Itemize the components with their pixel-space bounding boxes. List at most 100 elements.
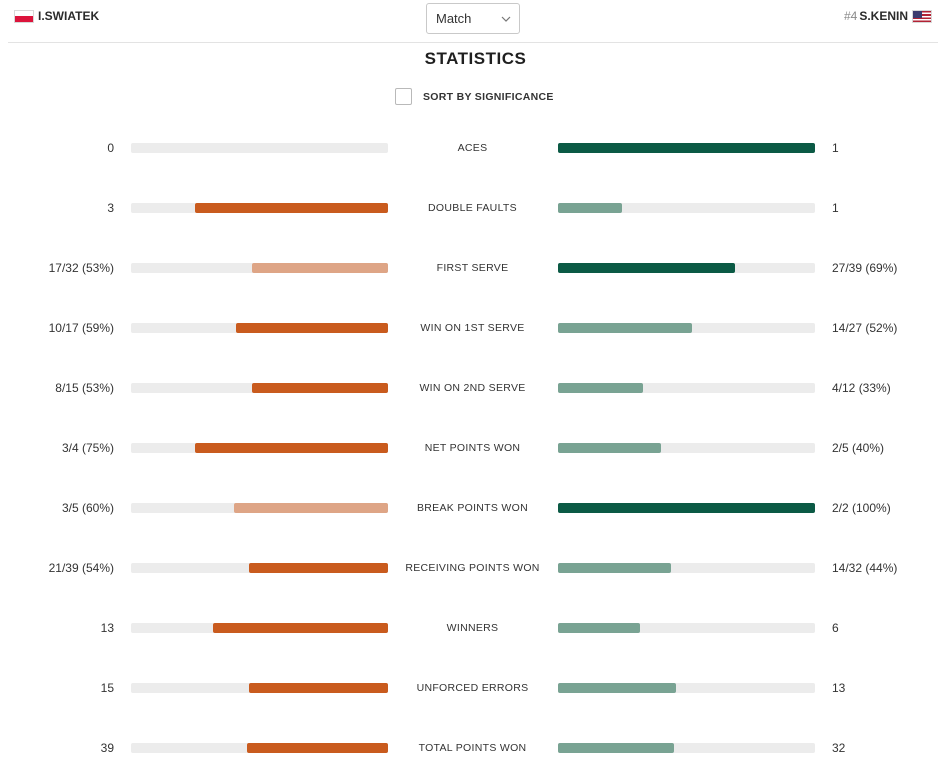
stat-right-bar xyxy=(558,263,815,273)
stat-right-bar xyxy=(558,323,815,333)
stat-row: 15 UNFORCED ERRORS 13 xyxy=(0,678,951,700)
stat-right-bar xyxy=(558,563,815,573)
stat-right-fill xyxy=(558,563,672,573)
stat-right-value: 32 xyxy=(832,741,846,755)
stat-right-value: 1 xyxy=(832,141,839,155)
stat-label: WIN ON 1ST SERVE xyxy=(420,322,525,334)
stat-left-value: 8/15 (53%) xyxy=(55,381,114,395)
stat-left-fill xyxy=(249,563,388,573)
sort-checkbox[interactable] xyxy=(395,88,412,105)
match-header: I.SWIATEK #4 S.KENIN xyxy=(8,0,938,43)
stat-row: 8/15 (53%) WIN ON 2ND SERVE 4/12 (33%) xyxy=(0,378,951,400)
stat-row: 3/5 (60%) BREAK POINTS WON 2/2 (100%) xyxy=(0,498,951,520)
stat-left-value: 39 xyxy=(100,741,114,755)
right-player[interactable]: #4 S.KENIN xyxy=(844,9,932,23)
stat-right-bar xyxy=(558,623,815,633)
poland-flag-icon xyxy=(14,9,34,23)
period-select[interactable]: Match xyxy=(426,3,520,34)
stat-left-bar xyxy=(131,623,388,633)
stat-left-fill xyxy=(195,443,388,453)
stat-row: 39 TOTAL POINTS WON 32 xyxy=(0,738,951,760)
stat-row: 0 ACES 1 xyxy=(0,138,951,160)
stat-left-fill xyxy=(249,683,388,693)
stat-left-value: 3 xyxy=(107,201,114,215)
stat-right-fill xyxy=(558,323,692,333)
stat-right-fill xyxy=(558,743,674,753)
stat-left-bar xyxy=(131,443,388,453)
stat-right-fill xyxy=(558,203,623,213)
stat-right-value: 27/39 (69%) xyxy=(832,261,898,275)
stat-left-bar xyxy=(131,743,388,753)
stat-right-bar xyxy=(558,503,815,513)
stat-left-value: 17/32 (53%) xyxy=(48,261,114,275)
usa-flag-icon xyxy=(912,9,932,23)
stat-left-bar xyxy=(131,383,388,393)
stat-right-fill xyxy=(558,623,641,633)
stat-row: 17/32 (53%) FIRST SERVE 27/39 (69%) xyxy=(0,258,951,280)
stat-row: 10/17 (59%) WIN ON 1ST SERVE 14/27 (52%) xyxy=(0,318,951,340)
stat-left-bar xyxy=(131,683,388,693)
stat-right-fill xyxy=(558,383,643,393)
stat-label: ACES xyxy=(457,142,488,154)
stat-left-value: 3/5 (60%) xyxy=(61,501,114,515)
stat-label: DOUBLE FAULTS xyxy=(428,202,517,214)
stat-left-bar xyxy=(131,203,388,213)
left-player[interactable]: I.SWIATEK xyxy=(14,9,99,23)
stat-left-value: 13 xyxy=(100,621,114,635)
stat-left-bar xyxy=(131,323,388,333)
stat-label: TOTAL POINTS WON xyxy=(418,742,527,754)
chevron-down-icon xyxy=(501,16,511,22)
stat-right-value: 6 xyxy=(832,621,839,635)
sort-label: SORT BY SIGNIFICANCE xyxy=(423,90,554,103)
stat-left-fill xyxy=(251,383,388,393)
stat-label: WINNERS xyxy=(446,622,499,634)
stat-right-fill xyxy=(558,503,815,513)
stat-left-value: 10/17 (59%) xyxy=(48,321,114,335)
stat-right-fill xyxy=(558,263,736,273)
stat-right-value: 13 xyxy=(832,681,846,695)
stat-right-fill xyxy=(558,443,661,453)
stat-right-bar xyxy=(558,443,815,453)
page-title: STATISTICS xyxy=(424,49,527,68)
stat-right-bar xyxy=(558,143,815,153)
stat-right-value: 14/32 (44%) xyxy=(832,561,898,575)
stat-row: 3 DOUBLE FAULTS 1 xyxy=(0,198,951,220)
stat-left-fill xyxy=(251,263,388,273)
stat-label: FIRST SERVE xyxy=(436,262,509,274)
right-player-name: S.KENIN xyxy=(859,9,908,23)
stat-row: 13 WINNERS 6 xyxy=(0,618,951,640)
stat-right-value: 2/5 (40%) xyxy=(832,441,885,455)
stat-left-fill xyxy=(246,743,388,753)
stat-label: RECEIVING POINTS WON xyxy=(405,562,540,574)
stat-left-fill xyxy=(195,203,388,213)
stat-left-bar xyxy=(131,563,388,573)
stat-right-fill xyxy=(558,143,815,153)
sort-by-significance-toggle[interactable]: SORT BY SIGNIFICANCE xyxy=(395,88,554,105)
stat-label: BREAK POINTS WON xyxy=(417,502,528,514)
stat-right-value: 14/27 (52%) xyxy=(832,321,898,335)
period-select-value: Match xyxy=(436,11,472,26)
stat-left-bar xyxy=(131,143,388,153)
stat-right-bar xyxy=(558,683,815,693)
stat-left-value: 3/4 (75%) xyxy=(61,441,114,455)
stat-right-bar xyxy=(558,743,815,753)
right-player-seed: #4 xyxy=(843,9,858,23)
stat-right-fill xyxy=(558,683,677,693)
stat-label: UNFORCED ERRORS xyxy=(416,682,529,694)
stat-left-fill xyxy=(236,323,388,333)
stat-right-value: 1 xyxy=(832,201,839,215)
stat-left-value: 15 xyxy=(100,681,114,695)
stat-right-bar xyxy=(558,383,815,393)
stat-left-fill xyxy=(233,503,388,513)
left-player-name: I.SWIATEK xyxy=(38,9,100,23)
stat-label: NET POINTS WON xyxy=(424,442,521,454)
stat-right-bar xyxy=(558,203,815,213)
stat-right-value: 2/2 (100%) xyxy=(832,501,891,515)
stat-left-value: 0 xyxy=(107,141,114,155)
stat-left-fill xyxy=(213,623,388,633)
stat-row: 3/4 (75%) NET POINTS WON 2/5 (40%) xyxy=(0,438,951,460)
stat-left-bar xyxy=(131,263,388,273)
stat-left-value: 21/39 (54%) xyxy=(48,561,114,575)
stat-row: 21/39 (54%) RECEIVING POINTS WON 14/32 (44… xyxy=(0,558,951,580)
stat-label: WIN ON 2ND SERVE xyxy=(419,382,526,394)
